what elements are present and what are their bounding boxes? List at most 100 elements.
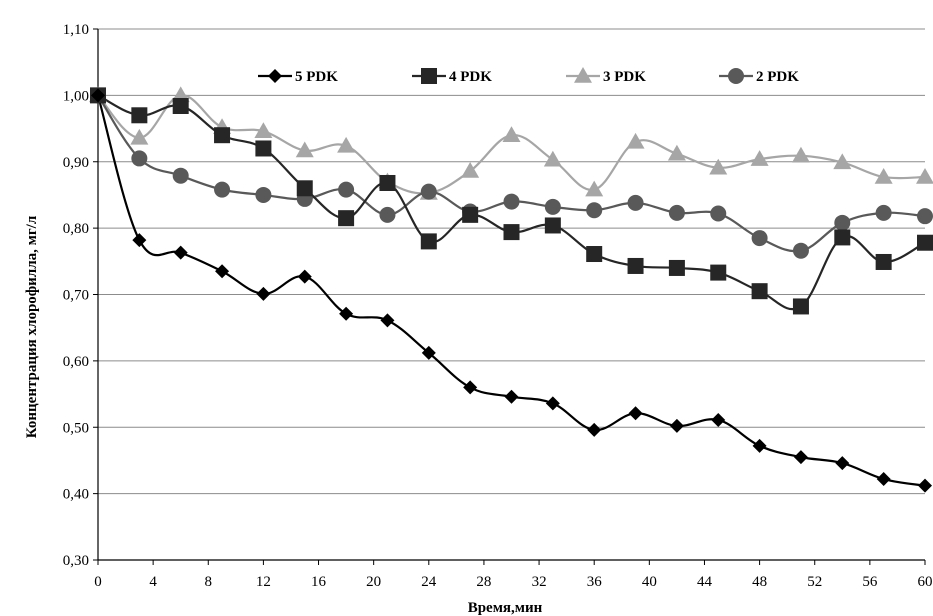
point-2-pdk-17 [792, 242, 809, 259]
x-tick-label-3: 12 [256, 574, 271, 590]
point-2-pdk-11 [544, 198, 561, 215]
legend-marker-2-pdk [728, 68, 744, 84]
legend-marker-5-pdk [268, 69, 282, 83]
point-4-pdk-11 [544, 217, 561, 234]
y-tick-label-2: 0,50 [63, 420, 89, 436]
point-4-pdk-12 [586, 246, 603, 263]
point-3-pdk-19 [874, 168, 893, 184]
point-4-pdk-4 [255, 140, 272, 157]
point-3-pdk-9 [461, 162, 480, 178]
point-2-pdk-15 [710, 205, 727, 222]
x-tick-label-9: 36 [587, 574, 603, 590]
legend-label-2-pdk: 2 PDK [756, 69, 799, 85]
point-5-pdk-10 [504, 389, 519, 404]
point-4-pdk-2 [172, 97, 189, 114]
x-tick-label-15: 60 [918, 574, 933, 590]
point-5-pdk-20 [918, 478, 932, 493]
point-2-pdk-1 [131, 150, 148, 167]
y-tick-label-7: 1,00 [63, 88, 89, 104]
point-5-pdk-1 [132, 233, 147, 248]
point-4-pdk-5 [296, 180, 313, 197]
y-tick-label-4: 0,70 [63, 288, 89, 304]
point-3-pdk-14 [667, 144, 686, 161]
axes [93, 28, 926, 565]
y-tick-label-3: 0,60 [63, 354, 89, 370]
legend-label-4-pdk: 4 PDK [449, 69, 492, 85]
y-tick-label-0: 0,30 [63, 553, 89, 569]
point-5-pdk-11 [545, 396, 560, 411]
point-4-pdk-19 [875, 253, 892, 270]
point-5-pdk-14 [669, 418, 684, 433]
x-tick-label-6: 24 [421, 574, 437, 590]
point-2-pdk-16 [751, 230, 768, 247]
point-2-pdk-6 [338, 181, 355, 198]
point-5-pdk-8 [421, 345, 436, 360]
y-tick-label-8: 1,10 [63, 22, 89, 38]
point-5-pdk-6 [339, 306, 354, 321]
legend-marker-4-pdk [421, 68, 437, 84]
point-5-pdk-16 [752, 438, 767, 453]
point-4-pdk-6 [338, 210, 355, 227]
point-2-pdk-2 [172, 167, 189, 184]
x-axis-title: Время,мин [468, 600, 543, 616]
point-5-pdk-7 [380, 313, 395, 328]
point-5-pdk-4 [256, 286, 271, 301]
point-3-pdk-15 [709, 158, 728, 175]
point-4-pdk-14 [668, 259, 685, 276]
point-5-pdk-19 [876, 472, 891, 487]
series-line-3-pdk [97, 94, 926, 195]
point-4-pdk-16 [751, 283, 768, 300]
point-5-pdk-12 [587, 422, 602, 437]
point-3-pdk-4 [254, 122, 273, 138]
x-tick-label-14: 56 [862, 574, 878, 590]
x-tick-label-7: 28 [476, 574, 491, 590]
point-5-pdk-3 [215, 264, 230, 279]
point-4-pdk-3 [214, 127, 231, 144]
point-3-pdk-6 [337, 136, 356, 153]
point-5-pdk-5 [297, 269, 312, 284]
series-markers [89, 86, 933, 493]
point-2-pdk-4 [255, 186, 272, 203]
point-2-pdk-19 [875, 204, 892, 221]
point-4-pdk-15 [710, 264, 727, 281]
legend-label-5-pdk: 5 PDK [295, 69, 338, 85]
point-2-pdk-20 [917, 208, 933, 225]
point-3-pdk-17 [791, 146, 810, 163]
point-3-pdk-11 [543, 150, 562, 167]
point-3-pdk-12 [585, 180, 604, 197]
point-3-pdk-20 [916, 168, 933, 184]
gridlines [98, 28, 925, 495]
point-3-pdk-10 [502, 126, 521, 142]
y-axis-title: Концентрация хлорофилла, мг/л [24, 215, 40, 438]
point-2-pdk-3 [214, 181, 231, 198]
point-4-pdk-10 [503, 224, 520, 241]
point-2-pdk-13 [627, 194, 644, 211]
x-tick-label-5: 20 [366, 574, 381, 590]
point-5-pdk-13 [628, 406, 643, 421]
point-2-pdk-8 [420, 183, 437, 200]
point-4-pdk-8 [420, 233, 437, 250]
point-4-pdk-7 [379, 174, 396, 191]
y-tick-label-1: 0,40 [63, 487, 89, 503]
point-3-pdk-13 [626, 132, 645, 149]
point-5-pdk-15 [711, 412, 726, 427]
legend: 5 PDK 4 PDK 3 PDK 2 PDK [258, 67, 799, 85]
point-2-pdk-7 [379, 206, 396, 223]
x-tick-label-11: 44 [697, 574, 713, 590]
x-tick-label-8: 32 [532, 574, 547, 590]
legend-label-3-pdk: 3 PDK [603, 69, 646, 85]
x-tick-label-13: 52 [807, 574, 822, 590]
point-2-pdk-12 [586, 202, 603, 219]
point-5-pdk-0 [91, 88, 105, 103]
legend-marker-3-pdk [574, 67, 592, 83]
point-2-pdk-18 [834, 214, 851, 231]
point-4-pdk-20 [917, 234, 933, 251]
x-tick-label-4: 16 [311, 574, 327, 590]
point-2-pdk-10 [503, 193, 520, 210]
point-3-pdk-16 [750, 150, 769, 166]
x-tick-label-1: 4 [149, 574, 157, 590]
point-5-pdk-2 [173, 245, 188, 260]
point-5-pdk-9 [463, 380, 478, 395]
point-2-pdk-14 [668, 204, 685, 221]
